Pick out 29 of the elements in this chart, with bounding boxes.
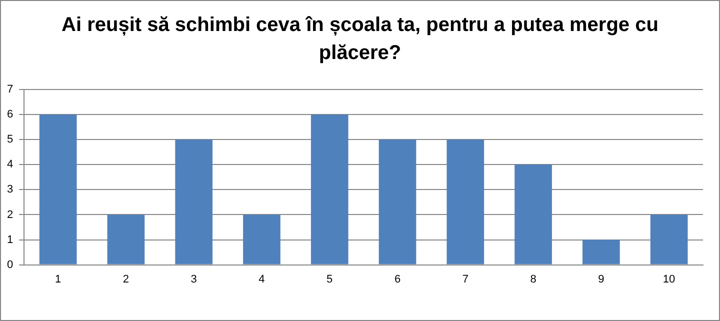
bar <box>446 140 484 264</box>
x-tick-label: 6 <box>394 273 401 286</box>
bar <box>107 214 145 264</box>
y-tick-label: 6 <box>6 108 14 121</box>
x-tick-label: 5 <box>326 273 333 286</box>
x-tick-label: 2 <box>122 273 130 286</box>
y-tick-label: 7 <box>6 84 14 96</box>
x-tick-label: 9 <box>598 273 604 286</box>
x-tick-label: 1 <box>55 273 62 286</box>
y-tick-label: 2 <box>6 208 14 221</box>
x-tick-label: 4 <box>258 273 265 286</box>
x-tick-label: 10 <box>662 273 676 286</box>
chart-title: Ai reușit să schimbi ceva în școala ta, pentru a putea merge cu plăcere? <box>61 13 659 66</box>
y-tick-label: 0 <box>6 258 14 271</box>
bar <box>175 140 213 264</box>
x-tick-label: 7 <box>462 273 468 286</box>
bar <box>582 240 620 264</box>
bar <box>378 140 416 264</box>
bar <box>243 214 280 264</box>
x-tick-label: 8 <box>530 273 536 286</box>
y-tick-label: 4 <box>6 158 14 171</box>
x-tick-label: 3 <box>190 273 197 286</box>
bar <box>650 214 688 264</box>
y-tick-label: 5 <box>6 134 14 146</box>
bar <box>514 164 552 264</box>
y-tick-label: 3 <box>6 184 14 196</box>
bar <box>39 114 77 264</box>
bar <box>310 114 348 264</box>
y-tick-label: 1 <box>6 234 14 246</box>
